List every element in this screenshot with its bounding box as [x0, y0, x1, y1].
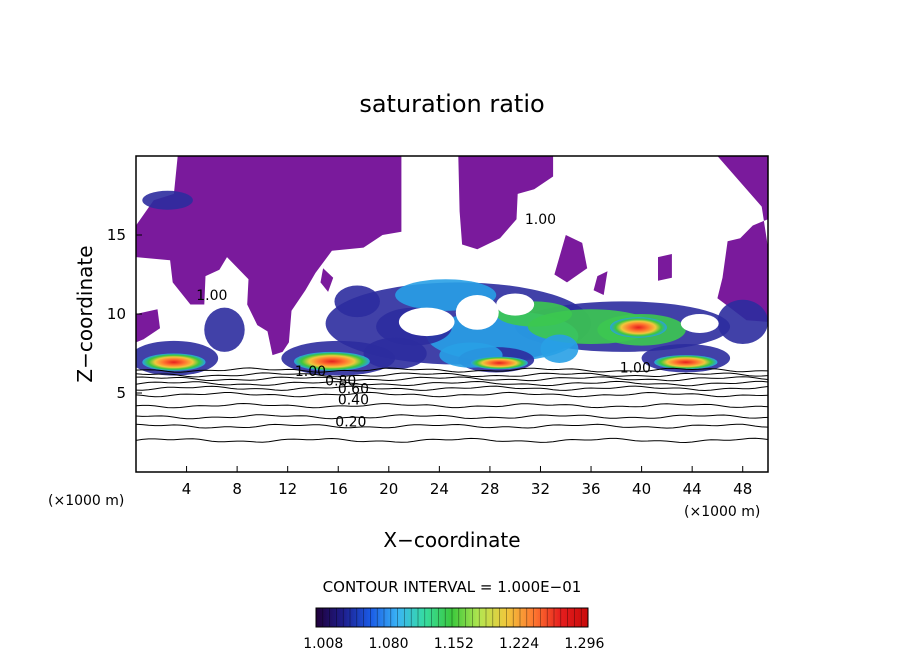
x-tick-label: 44	[683, 480, 702, 498]
subsaturated-region	[320, 268, 334, 292]
colorbar-tick-label: 1.296	[564, 636, 604, 652]
y-tick-label: 15	[107, 226, 126, 244]
x-unit-left: (×1000 m)	[48, 493, 124, 509]
subsaturated-gap	[455, 295, 499, 330]
cloud-patch	[142, 190, 193, 210]
subsaturated-region	[458, 156, 554, 250]
contour-line	[136, 372, 768, 378]
subsaturated-region	[554, 235, 588, 283]
contour-label: 1.00	[525, 212, 556, 228]
plot-area: 1.000.800.600.400.201.001.001.00	[136, 156, 768, 472]
colorbar-ticks: 1.008 1.080 1.152 1.224 1.296	[303, 608, 604, 652]
x-tick-label: 12	[278, 480, 297, 498]
x-tick-label: 40	[632, 480, 651, 498]
contour-line	[136, 423, 768, 429]
colorbar-tick-label: 1.152	[434, 636, 474, 652]
subsaturated-region	[717, 156, 768, 322]
x-tick-label: 36	[581, 480, 600, 498]
contour-line	[136, 437, 768, 444]
contour-labels: 1.000.800.600.400.201.001.001.00	[196, 212, 651, 430]
y-tick-label: 10	[107, 305, 126, 323]
y-tick-label: 5	[116, 384, 126, 402]
contour-label: 1.00	[295, 364, 326, 380]
contour-line	[136, 391, 768, 398]
contour-label: 0.60	[338, 381, 369, 397]
cloud-patch	[540, 334, 579, 363]
supersaturation-core	[654, 355, 718, 370]
supersaturation-core	[610, 317, 667, 338]
supersaturation-core	[142, 353, 206, 371]
contour-label: 1.00	[620, 361, 651, 377]
chart-title: saturation ratio	[359, 90, 544, 118]
x-tick-label: 20	[379, 480, 398, 498]
contour-label: 0.40	[338, 392, 369, 408]
cloud-patch	[363, 337, 427, 370]
colorbar-tick-label: 1.080	[368, 636, 408, 652]
subsaturated-region	[136, 156, 402, 356]
subsaturated-region	[136, 309, 160, 343]
subsaturated-region	[593, 271, 608, 295]
contour-label: 1.00	[196, 288, 227, 304]
x-axis: 4 8 12 16 20 24 28 32 36 40 44 48	[182, 466, 752, 498]
cloud-layer	[136, 190, 768, 376]
contour-line	[136, 414, 768, 420]
contour-interval-text: CONTOUR INTERVAL = 1.000E−01	[323, 578, 582, 596]
subsaturated-gap	[680, 314, 719, 333]
subsaturated-gap	[398, 307, 455, 337]
x-unit-right: (×1000 m)	[684, 504, 760, 520]
x-tick-label: 16	[329, 480, 348, 498]
cloud-patch	[717, 299, 768, 345]
colorbar-tick-label: 1.008	[303, 636, 343, 652]
subsaturated-region-layer	[136, 156, 768, 356]
supersaturation-core	[470, 356, 528, 370]
x-tick-label: 4	[182, 480, 192, 498]
subsaturated-gap	[496, 293, 535, 316]
contour-label: 0.20	[335, 414, 366, 430]
x-tick-label: 8	[232, 480, 242, 498]
x-axis-label: X−coordinate	[383, 528, 520, 552]
contour-line	[136, 402, 768, 409]
contour-lines	[136, 367, 768, 444]
x-tick-label: 32	[531, 480, 550, 498]
cloud-patch	[334, 285, 380, 318]
subsaturated-region	[658, 254, 672, 281]
contour-line	[136, 376, 768, 382]
cloud-patch	[204, 307, 245, 352]
contour-line	[136, 385, 768, 392]
colorbar-tick-label: 1.224	[499, 636, 539, 652]
contour-line	[136, 380, 768, 387]
supersaturation-core	[294, 351, 370, 371]
contour-label: 0.80	[325, 373, 356, 389]
y-axis-label: Z−coordinate	[73, 245, 97, 382]
x-tick-label: 28	[480, 480, 499, 498]
x-tick-label: 24	[430, 480, 449, 498]
x-tick-label: 48	[733, 480, 752, 498]
contour-line	[136, 367, 768, 373]
y-axis: 5 10 15	[107, 226, 142, 402]
